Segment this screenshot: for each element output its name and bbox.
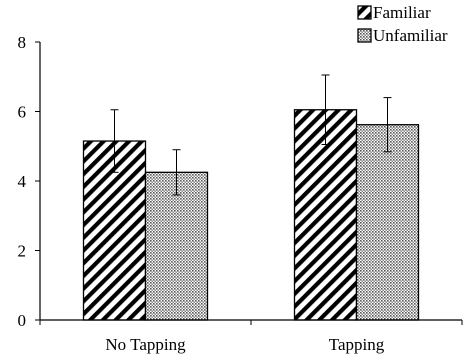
x-axis-labels: No Tapping Tapping [105,335,384,354]
legend-label-unfamiliar: Unfamiliar [373,26,448,45]
error-bars-group [110,74,392,196]
y-tick-label: 2 [18,242,27,261]
y-tick-label: 4 [18,172,27,191]
legend-swatch-unfamiliar [357,28,372,43]
bar-unfamiliar-tapping [355,124,420,321]
bars-group [82,109,420,321]
legend: Familiar Unfamiliar [357,3,448,45]
y-tick-label: 8 [18,33,27,52]
legend-swatch-familiar [357,5,372,20]
legend-item-familiar: Familiar [357,3,431,22]
legend-label-familiar: Familiar [373,3,431,22]
legend-item-unfamiliar: Unfamiliar [357,26,448,45]
x-category-label: No Tapping [105,335,186,354]
axes [39,42,463,325]
error-bar-unfamiliar-tapping [383,97,392,153]
y-tick-label: 0 [18,311,27,330]
error-bar-unfamiliar-no-tapping [172,149,181,196]
x-category-label: Tapping [329,335,385,354]
error-bar-familiar-no-tapping [110,109,119,173]
y-tick-label: 6 [18,103,27,122]
y-axis-ticks: 0 2 4 6 8 [18,33,40,330]
error-bar-familiar-tapping [321,74,330,146]
